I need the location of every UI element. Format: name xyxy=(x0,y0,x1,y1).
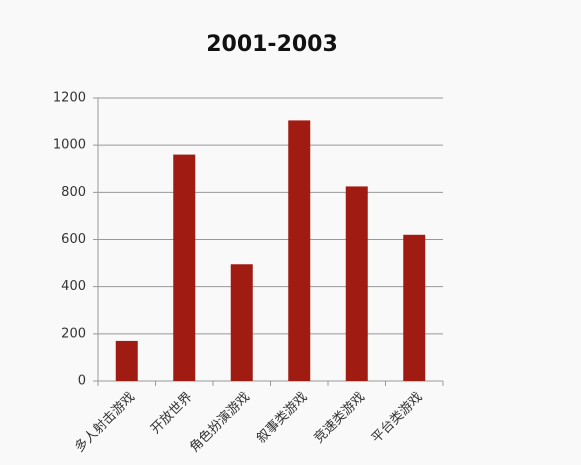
x-tick-label: 角色扮演游戏 xyxy=(187,389,253,455)
bar xyxy=(288,120,311,381)
x-tick-label: 多人射击游戏 xyxy=(72,389,138,455)
y-tick-label: 0 xyxy=(78,374,86,389)
bar xyxy=(230,264,253,381)
x-tick-label: 开放世界 xyxy=(148,390,195,437)
y-tick-label: 400 xyxy=(61,279,86,294)
bar xyxy=(173,154,196,381)
x-tick-label: 竞速类游戏 xyxy=(311,389,368,446)
bar xyxy=(403,234,426,381)
y-tick-label: 1200 xyxy=(53,91,86,106)
y-tick-label: 1000 xyxy=(53,138,86,153)
y-tick-label: 800 xyxy=(61,185,86,200)
y-tick-label: 600 xyxy=(61,232,86,247)
x-tick-label: 平台类游戏 xyxy=(369,390,426,447)
chart-title: 2001-2003 xyxy=(206,32,338,57)
bar xyxy=(115,340,138,381)
y-tick-label: 200 xyxy=(61,326,86,341)
bar xyxy=(345,186,368,381)
x-tick-label: 叙事类游戏 xyxy=(254,390,311,447)
